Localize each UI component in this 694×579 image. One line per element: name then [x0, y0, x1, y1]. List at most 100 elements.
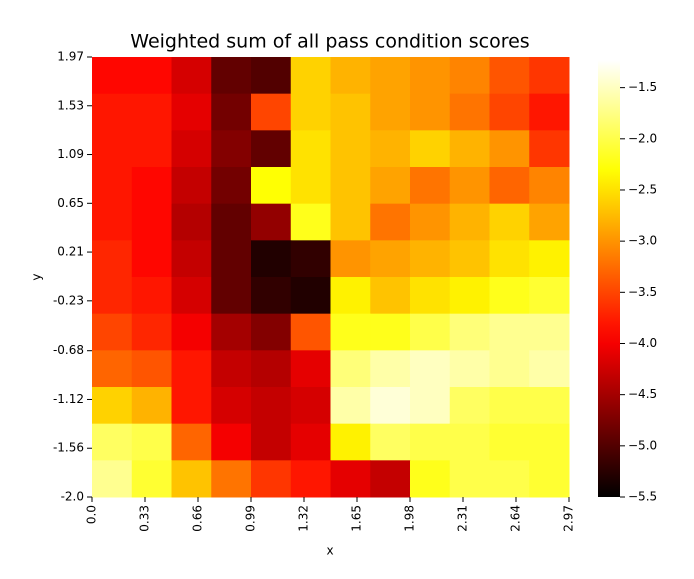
heatmap-cell [171, 313, 212, 351]
heatmap-cell [171, 167, 212, 205]
heatmap-cell [330, 423, 371, 461]
colorbar-tick-label: −5.0 [628, 438, 657, 452]
heatmap-cell [290, 240, 331, 278]
heatmap-cell [171, 130, 212, 168]
heatmap-cell [131, 240, 172, 278]
heatmap-cell [410, 203, 451, 241]
heatmap-cell [211, 460, 252, 498]
heatmap-cell [370, 423, 411, 461]
x-tick-label: 0.99 [244, 505, 258, 532]
heatmap-cell [131, 387, 172, 425]
heatmap-cell [131, 203, 172, 241]
heatmap-cell [171, 350, 212, 388]
heatmap-cell [529, 277, 570, 315]
colorbar-tick-label: −1.5 [628, 80, 657, 94]
heatmap-cell [410, 167, 451, 205]
heatmap-cell [211, 93, 252, 131]
y-tick-label: -1.56 [53, 441, 84, 455]
heatmap-cell [449, 57, 490, 95]
heatmap-cell [131, 350, 172, 388]
heatmap-cell [251, 57, 292, 95]
heatmap-cell [529, 240, 570, 278]
heatmap-cell [410, 350, 451, 388]
heatmap-cell [370, 130, 411, 168]
heatmap-cell [529, 130, 570, 168]
heatmap-cell [92, 240, 133, 278]
heatmap-cell [171, 423, 212, 461]
heatmap-cell [449, 350, 490, 388]
y-tick-label: -0.68 [53, 343, 84, 357]
heatmap-cell [171, 203, 212, 241]
heatmap-cell [251, 130, 292, 168]
y-tick-label: 1.09 [57, 147, 84, 161]
heatmap-cell [251, 93, 292, 131]
heatmap-cell [410, 423, 451, 461]
colorbar-tick-label: −4.5 [628, 387, 657, 401]
heatmap-cell [449, 130, 490, 168]
heatmap-cell [171, 460, 212, 498]
heatmap-cell [211, 387, 252, 425]
heatmap-cell [211, 203, 252, 241]
heatmap-cell [410, 240, 451, 278]
heatmap-cell [449, 277, 490, 315]
x-tick-label: 2.64 [509, 505, 523, 532]
heatmap-cell [330, 277, 371, 315]
heatmap-cell [370, 350, 411, 388]
heatmap-cell [410, 460, 451, 498]
colorbar-tick-label: −4.0 [628, 336, 657, 350]
heatmap-cell [370, 57, 411, 95]
y-tick-label: -1.12 [53, 392, 84, 406]
heatmap-cell [171, 240, 212, 278]
heatmap-cell [330, 203, 371, 241]
heatmap-cell [92, 203, 133, 241]
heatmap-cell [131, 277, 172, 315]
heatmap-cell [489, 460, 530, 498]
heatmap-cell [92, 130, 133, 168]
heatmap-cell [171, 57, 212, 95]
heatmap-cell [330, 130, 371, 168]
heatmap-cell [489, 240, 530, 278]
x-tick-label: 0.33 [138, 505, 152, 532]
heatmap-cell [290, 313, 331, 351]
colorbar-tick-label: −5.5 [628, 490, 657, 504]
heatmap-cell [410, 313, 451, 351]
y-tick-label: -2.0 [61, 490, 84, 504]
heatmap-cell [92, 93, 133, 131]
heatmap-cell [529, 313, 570, 351]
colorbar-tick-label: −2.5 [628, 182, 657, 196]
heatmap-cell [131, 93, 172, 131]
heatmap-cell [211, 277, 252, 315]
heatmap-cell [171, 93, 212, 131]
heatmap-cell [529, 57, 570, 95]
x-tick-label: 0.0 [85, 505, 99, 524]
heatmap-cell [449, 167, 490, 205]
heatmap-cell [290, 350, 331, 388]
heatmap-cell [529, 93, 570, 131]
heatmap-cell [131, 313, 172, 351]
heatmap-cell [211, 313, 252, 351]
heatmap-cell [251, 350, 292, 388]
heatmap-cell [370, 387, 411, 425]
y-axis-label: y [30, 273, 44, 280]
heatmap-cell [251, 313, 292, 351]
heatmap-cell [449, 313, 490, 351]
heatmap-cell [251, 167, 292, 205]
y-tick-label: 0.21 [57, 245, 84, 259]
heatmap-cell [92, 423, 133, 461]
heatmap-cell [290, 203, 331, 241]
heatmap-cell [489, 423, 530, 461]
heatmap-cell [131, 167, 172, 205]
heatmap-cell [529, 423, 570, 461]
heatmap-cell [370, 313, 411, 351]
heatmap-cell [330, 240, 371, 278]
heatmap-cell [529, 387, 570, 425]
heatmap-cell [131, 57, 172, 95]
heatmap-cell [330, 387, 371, 425]
heatmap-cell [211, 130, 252, 168]
heatmap-cell [410, 277, 451, 315]
colorbar-tick-label: −3.0 [628, 234, 657, 248]
x-axis-label: x [326, 544, 333, 558]
heatmap-cell [290, 277, 331, 315]
heatmap-cell [449, 460, 490, 498]
